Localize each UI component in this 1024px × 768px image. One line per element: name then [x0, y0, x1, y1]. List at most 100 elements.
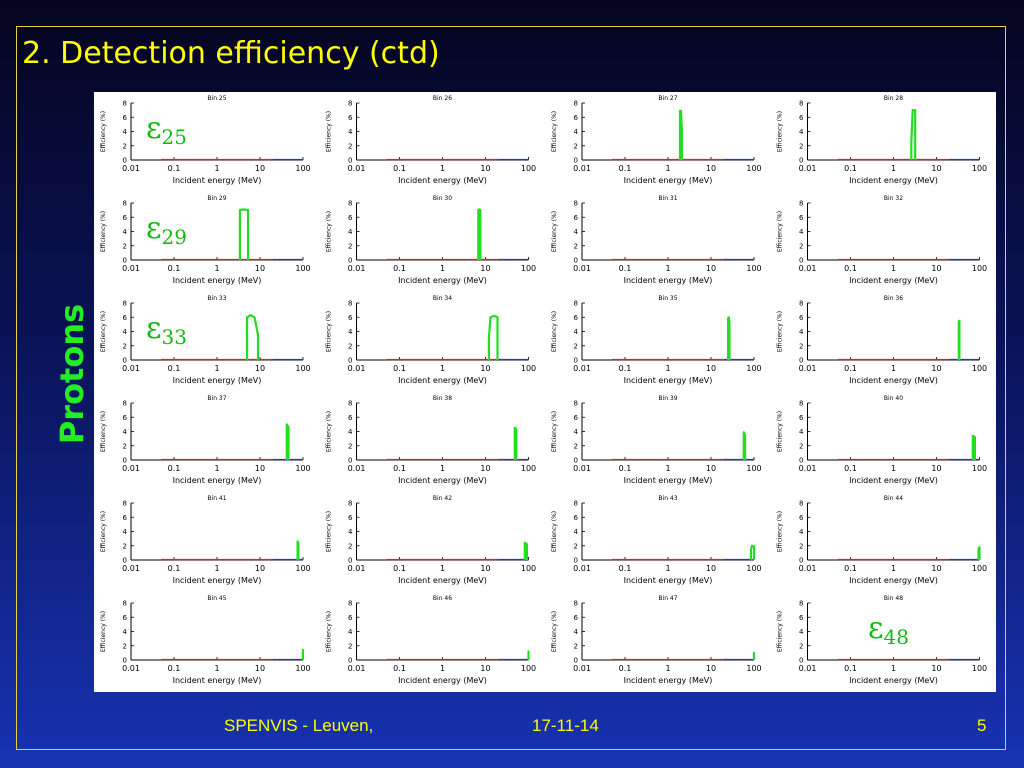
efficiency-peak-trace — [910, 109, 917, 160]
efficiency-peak-trace — [957, 319, 961, 360]
y-tick-label: 8 — [799, 100, 803, 108]
epsilon-29-annotation: ε29 — [146, 214, 187, 248]
y-tick-label: 4 — [348, 228, 353, 236]
x-tick-label: 0.01 — [122, 364, 140, 373]
y-tick-label: 6 — [348, 314, 353, 322]
x-tick-label: 1 — [891, 264, 896, 273]
x-axis-label: Incident energy (MeV) — [849, 676, 938, 685]
slide-title: 2. Detection efficiency (ctd) — [22, 36, 440, 71]
y-tick-label: 4 — [123, 628, 128, 636]
x-tick-label: 0.01 — [348, 464, 366, 473]
x-tick-label: 0.01 — [799, 664, 817, 673]
x-tick-label: 1 — [891, 664, 896, 673]
y-axis-label: Efficiency (%) — [777, 311, 784, 352]
x-tick-label: 10 — [931, 364, 941, 373]
x-tick-label: 0.01 — [799, 264, 817, 273]
y-tick-label: 2 — [348, 442, 352, 450]
y-tick-label: 2 — [123, 242, 127, 250]
y-tick-label: 2 — [123, 542, 127, 550]
x-tick-label: 0.1 — [619, 364, 632, 373]
y-tick-label: 0 — [348, 657, 352, 665]
chart-panel: Bin 35 0 2 4 6 8 0.01 0.1 1 10 100 Incident energy … — [551, 295, 762, 385]
x-axis-label: Incident energy (MeV) — [398, 476, 487, 485]
y-tick-label: 8 — [799, 400, 803, 408]
x-axis-label: Incident energy (MeV) — [173, 176, 262, 185]
y-tick-label: 0 — [348, 257, 352, 265]
y-tick-label: 0 — [799, 357, 803, 365]
panel-title: Bin 47 — [658, 595, 677, 602]
y-tick-label: 6 — [574, 214, 579, 222]
x-tick-label: 10 — [931, 264, 941, 273]
y-tick-label: 4 — [123, 128, 128, 136]
x-tick-label: 1 — [440, 464, 445, 473]
efficiency-peak-trace — [477, 208, 482, 260]
y-axis-label: Efficiency (%) — [326, 411, 333, 452]
x-tick-label: 0.01 — [799, 364, 817, 373]
x-axis-label: Incident energy (MeV) — [849, 376, 938, 385]
y-tick-label: 0 — [348, 557, 352, 565]
slide-frame — [16, 26, 1006, 750]
efficiency-peak-trace — [296, 540, 300, 560]
x-tick-label: 10 — [480, 164, 490, 173]
y-tick-label: 0 — [123, 557, 127, 565]
y-tick-label: 0 — [799, 157, 803, 165]
y-axis-label: Efficiency (%) — [551, 611, 558, 652]
y-tick-label: 6 — [123, 314, 128, 322]
y-tick-label: 8 — [799, 600, 803, 608]
x-tick-label: 100 — [972, 264, 987, 273]
chart-panel: Bin 27 0 2 4 6 8 0.01 0.1 1 10 100 Incident energy … — [551, 95, 762, 185]
y-tick-label: 8 — [123, 500, 127, 508]
x-tick-label: 100 — [521, 464, 536, 473]
x-tick-label: 0.1 — [619, 264, 632, 273]
x-tick-label: 100 — [295, 564, 310, 573]
y-tick-label: 6 — [123, 414, 128, 422]
x-tick-label: 0.01 — [573, 364, 591, 373]
y-axis-label: Efficiency (%) — [100, 411, 107, 452]
x-tick-label: 0.1 — [844, 364, 857, 373]
footer-date: 17-11-14 — [532, 716, 599, 735]
panel-title: Bin 27 — [658, 95, 677, 102]
x-axis-label: Incident energy (MeV) — [849, 276, 938, 285]
x-tick-label: 10 — [931, 164, 941, 173]
x-tick-label: 10 — [706, 664, 716, 673]
y-axis-label: Efficiency (%) — [326, 511, 333, 552]
panel-title: Bin 39 — [658, 395, 677, 402]
panel-title: Bin 42 — [433, 495, 452, 502]
x-axis-label: Incident energy (MeV) — [398, 676, 487, 685]
x-tick-label: 1 — [214, 464, 219, 473]
x-tick-label: 10 — [706, 564, 716, 573]
y-tick-label: 4 — [348, 528, 353, 536]
x-tick-label: 100 — [295, 264, 310, 273]
y-axis-label: Efficiency (%) — [100, 611, 107, 652]
x-axis-label: Incident energy (MeV) — [173, 576, 262, 585]
y-tick-label: 4 — [799, 128, 804, 136]
x-tick-label: 0.1 — [393, 564, 406, 573]
panel-title: Bin 38 — [433, 395, 452, 402]
x-axis-label: Incident energy (MeV) — [624, 576, 713, 585]
x-tick-label: 0.1 — [168, 164, 181, 173]
y-tick-label: 4 — [574, 228, 579, 236]
x-tick-label: 100 — [746, 664, 761, 673]
x-tick-label: 0.01 — [348, 164, 366, 173]
x-axis-label: Incident energy (MeV) — [398, 376, 487, 385]
chart-panel: Bin 33 0 2 4 6 8 0.01 0.1 1 10 100 Incident energy … — [100, 295, 311, 385]
chart-panel: Bin 39 0 2 4 6 8 0.01 0.1 1 10 100 Incident energy … — [551, 395, 762, 485]
x-tick-label: 0.01 — [348, 364, 366, 373]
x-tick-label: 0.01 — [122, 564, 140, 573]
x-tick-label: 0.1 — [168, 464, 181, 473]
y-tick-label: 0 — [574, 557, 578, 565]
y-tick-label: 8 — [123, 400, 127, 408]
panel-title: Bin 29 — [207, 195, 226, 202]
efficiency-peak-trace — [971, 434, 977, 460]
x-tick-label: 10 — [706, 164, 716, 173]
x-tick-label: 10 — [255, 364, 265, 373]
y-tick-label: 2 — [799, 542, 803, 550]
x-axis-label: Incident energy (MeV) — [624, 476, 713, 485]
x-tick-label: 0.01 — [799, 164, 817, 173]
y-axis-label: Efficiency (%) — [551, 411, 558, 452]
y-tick-label: 0 — [574, 157, 578, 165]
x-tick-label: 0.1 — [393, 464, 406, 473]
x-tick-label: 100 — [746, 364, 761, 373]
panel-title: Bin 25 — [207, 95, 226, 102]
y-tick-label: 8 — [348, 600, 352, 608]
